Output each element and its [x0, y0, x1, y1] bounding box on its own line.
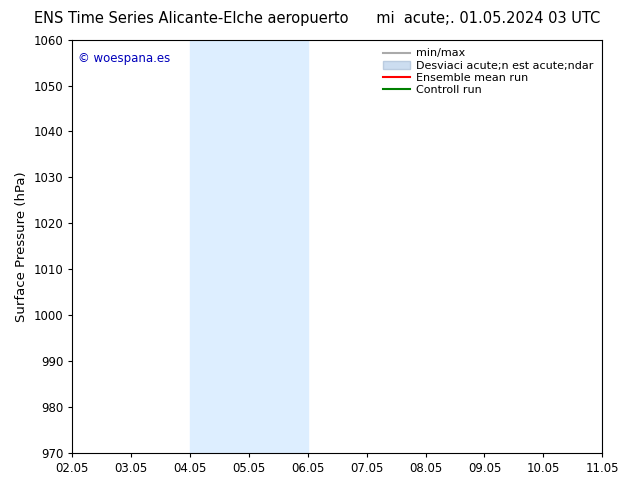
- Y-axis label: Surface Pressure (hPa): Surface Pressure (hPa): [15, 171, 28, 321]
- Text: © woespana.es: © woespana.es: [77, 52, 170, 65]
- Legend: min/max, Desviaci acute;n est acute;ndar, Ensemble mean run, Controll run: min/max, Desviaci acute;n est acute;ndar…: [379, 45, 597, 98]
- Text: ENS Time Series Alicante-Elche aeropuerto      mi  acute;. 01.05.2024 03 UTC: ENS Time Series Alicante-Elche aeropuert…: [34, 11, 600, 26]
- Bar: [602, 40, 634, 453]
- Bar: [190, 40, 308, 453]
